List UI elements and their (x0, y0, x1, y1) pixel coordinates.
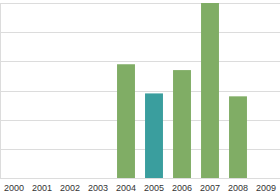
bar (5, 178, 23, 179)
bar (229, 96, 247, 178)
x-tick-label: 2007 (200, 183, 220, 193)
bar (257, 178, 275, 179)
x-tick-label: 2005 (144, 183, 164, 193)
bar (145, 93, 163, 178)
bars (117, 3, 247, 178)
bar (173, 70, 191, 178)
grid-line (0, 61, 280, 62)
x-tick-label: 2004 (116, 183, 136, 193)
x-tick-label: 2003 (88, 183, 108, 193)
bar (61, 178, 79, 179)
x-tick-label: 2000 (4, 183, 24, 193)
y-axis (0, 3, 1, 178)
bar (117, 64, 135, 178)
x-tick-label: 2002 (60, 183, 80, 193)
grid-line (0, 178, 280, 179)
chart: 2000 2001 2002 2003 2004 2005 2006 2007 2008 2009 (0, 0, 280, 195)
bar (201, 3, 219, 178)
x-tick-label: 2008 (228, 183, 248, 193)
grid-line (0, 91, 280, 92)
grid-line (0, 3, 280, 4)
x-tick-label: 2001 (32, 183, 52, 193)
grid-line (0, 32, 280, 33)
bar (89, 178, 107, 179)
x-tick-label: 2009 (256, 183, 276, 193)
x-tick-label: 2006 (172, 183, 192, 193)
bar (33, 178, 51, 179)
